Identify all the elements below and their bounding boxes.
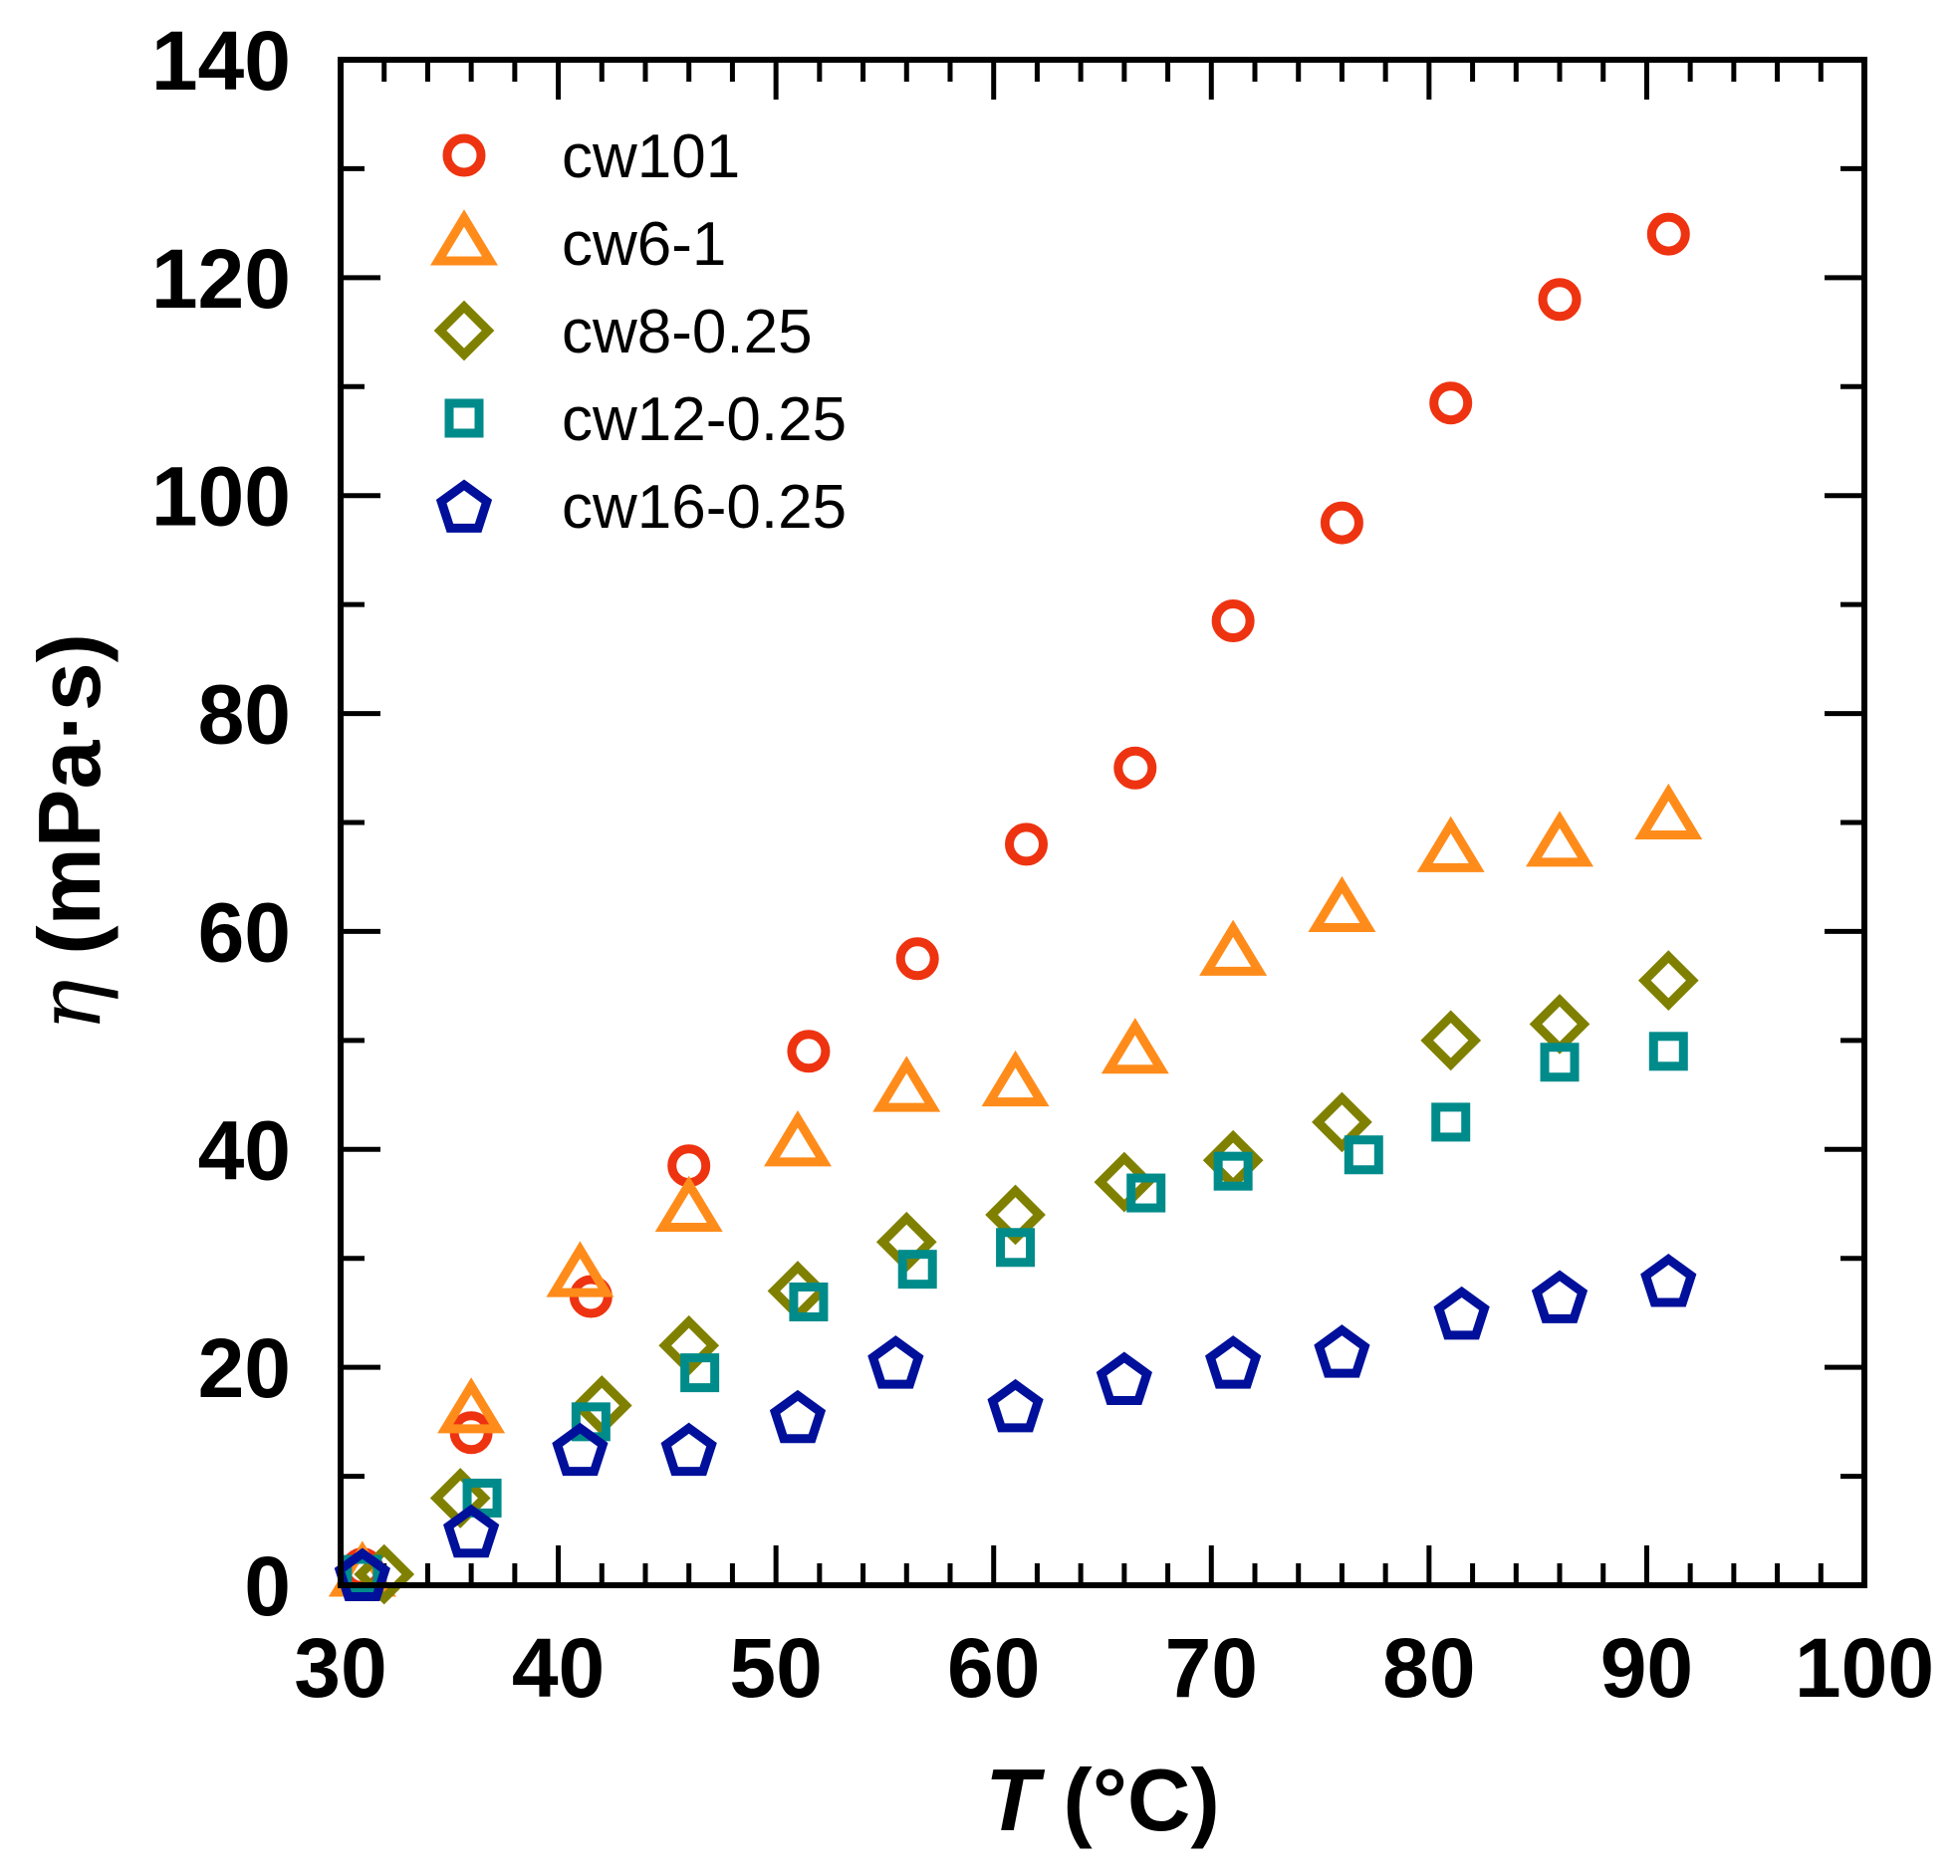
y-tick-label: 120 [151,232,291,326]
x-axis-title: T (°C) [985,1751,1220,1849]
y-tick-label: 140 [151,14,291,108]
tick-labels: 30 40 50 60 70 80 90 100 0 20 40 60 80 100 120 140 [151,14,1934,1715]
data-point-cw6-1 [1526,811,1593,867]
y-tick-label: 60 [198,885,291,979]
data-point-cw12-0.25 [1213,1151,1253,1191]
data-point-cw12-0.25 [1648,1032,1688,1071]
data-point-cw6-1 [546,1241,614,1297]
data-point-cw8-0.25 [1312,1091,1372,1153]
legend-label: cw101 [562,122,740,191]
data-point-cw16-0.25 [660,1422,717,1477]
data-point-cw16-0.25 [1314,1324,1370,1378]
data-point-cw101 [787,1030,831,1073]
data-point-cw12-0.25 [1540,1043,1580,1082]
y-tick-label: 100 [151,450,291,544]
data-point-cw101 [1005,822,1048,866]
y-axis-unit: (mPa·s) [20,633,119,979]
x-tick-label: 80 [1382,1621,1475,1715]
data-point-cw12-0.25 [680,1353,720,1393]
y-axis-title: η (mPa·s) [18,633,121,1032]
data-point-cw8-0.25 [985,1184,1046,1246]
data-point-cw101 [1429,381,1473,425]
x-axis-unit: (°C) [1039,1751,1220,1849]
data-point-cw16-0.25 [867,1335,924,1389]
data-point-cw12-0.25 [1431,1102,1471,1142]
y-axis-variable: η [18,979,121,1032]
data-point-cw16-0.25 [552,1422,609,1477]
legend-marker-cw12-0.25 [444,398,484,438]
axis-ticks [338,57,1867,1588]
y-tick-label: 40 [198,1103,291,1197]
data-point-cw6-1 [1416,816,1485,872]
data-point-cw101 [1211,599,1255,643]
x-tick-label: 90 [1600,1621,1693,1715]
data-point-cw16-0.25 [443,1504,500,1558]
y-tick-label: 80 [198,668,291,762]
data-point-cw12-0.25 [343,1554,382,1594]
data-point-cw101 [1646,212,1690,256]
x-axis-variable: T [985,1751,1045,1849]
data-point-cw6-1 [1308,875,1376,933]
plot-frame [338,57,1867,1588]
data-point-cw16-0.25 [1640,1254,1697,1307]
legend-item-cw12-0.25: cw12-0.25 [444,385,847,454]
x-tick-label: 100 [1795,1621,1934,1715]
x-tick-label: 60 [947,1621,1040,1715]
data-point-cw16-0.25 [1205,1335,1262,1389]
data-point-cw8-0.25 [1420,1010,1482,1071]
x-tick-label: 40 [512,1621,605,1715]
data-point-cw12-0.25 [1126,1173,1166,1213]
data-points [328,212,1703,1605]
data-point-cw6-1 [1101,1018,1169,1074]
x-tick-label: 50 [729,1621,822,1715]
legend-label: cw6-1 [562,210,726,279]
y-tick-label: 0 [244,1539,291,1633]
data-point-cw8-0.25 [1637,950,1699,1012]
legend-marker-cw6-1 [430,209,498,266]
legend-marker-cw16-0.25 [435,479,493,533]
data-point-cw6-1 [437,1377,506,1434]
data-point-cw101 [1538,278,1582,322]
data-point-cw6-1 [981,1050,1050,1107]
legend-marker-cw8-0.25 [433,300,495,361]
data-point-cw8-0.25 [354,1543,415,1605]
data-point-cw101 [895,937,939,981]
data-point-cw6-1 [1199,919,1268,976]
y-tick-label: 20 [198,1321,291,1415]
x-tick-label: 70 [1165,1621,1258,1715]
legend-label: cw8-0.25 [562,298,813,366]
data-point-cw6-1 [654,1175,723,1232]
data-point-cw16-0.25 [1433,1286,1490,1340]
series-cw16-0.25 [334,1254,1697,1601]
legend-item-cw16-0.25: cw16-0.25 [435,473,847,542]
data-point-cw6-1 [764,1110,832,1167]
data-point-cw6-1 [1634,783,1703,840]
data-point-cw12-0.25 [897,1250,937,1290]
legend-item-cw6-1: cw6-1 [430,209,726,279]
x-tick-label: 30 [294,1621,386,1715]
data-point-cw16-0.25 [987,1378,1044,1433]
legend: cw101 cw6-1 cw8-0.25 cw12-0.25 cw16-0.25 [430,122,847,542]
data-point-cw16-0.25 [1531,1270,1589,1323]
data-point-cw101 [1320,501,1363,545]
data-point-cw12-0.25 [1344,1135,1383,1175]
data-point-cw101 [1113,746,1157,790]
data-point-cw16-0.25 [769,1389,827,1444]
data-point-cw6-1 [872,1055,941,1112]
legend-label: cw12-0.25 [562,385,847,454]
legend-label: cw16-0.25 [562,473,847,542]
data-point-cw16-0.25 [1096,1351,1152,1406]
legend-marker-cw101 [442,133,486,177]
legend-item-cw101: cw101 [442,122,740,191]
data-point-cw8-0.25 [1529,994,1591,1055]
legend-item-cw8-0.25: cw8-0.25 [433,298,813,366]
data-point-cw12-0.25 [789,1282,829,1321]
data-point-cw12-0.25 [996,1228,1036,1268]
